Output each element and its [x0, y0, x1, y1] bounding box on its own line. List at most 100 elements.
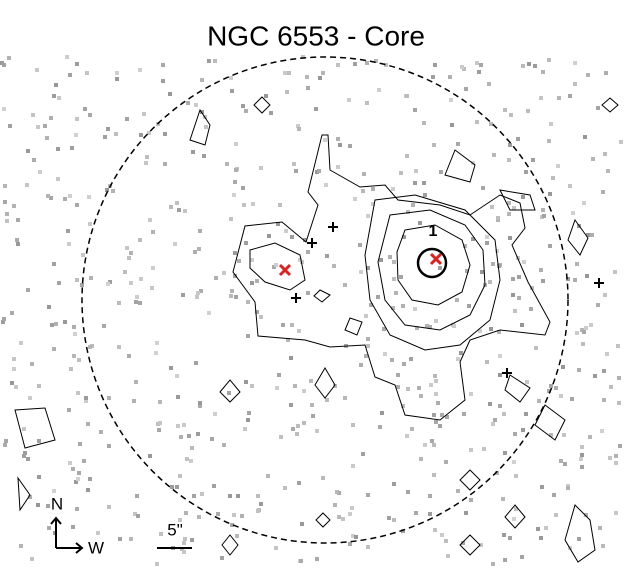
noise-pixel [70, 146, 74, 150]
noise-pixel [591, 157, 595, 161]
noise-pixel [422, 181, 426, 185]
noise-pixel [86, 488, 90, 492]
noise-pixel [351, 423, 355, 427]
noise-pixel [256, 494, 260, 498]
noise-pixel [402, 362, 406, 366]
noise-pixel [609, 385, 613, 389]
noise-pixel [498, 404, 502, 408]
noise-pixel [333, 384, 337, 388]
noise-pixel [537, 399, 541, 403]
noise-pixel [613, 270, 617, 274]
noise-pixel [479, 543, 483, 547]
noise-pixel [52, 489, 56, 493]
noise-pixel [337, 515, 341, 519]
noise-pixel [371, 202, 375, 206]
noise-pixel [297, 481, 301, 485]
source-circle [416, 247, 448, 279]
noise-pixel [63, 197, 67, 201]
noise-pixel [200, 78, 204, 82]
noise-pixel [436, 401, 440, 405]
noise-pixel [77, 358, 81, 362]
noise-pixel [361, 452, 365, 456]
noise-pixel [199, 289, 203, 293]
noise-pixel [541, 208, 545, 212]
noise-pixel [163, 132, 167, 136]
noise-pixel [198, 401, 202, 405]
noise-pixel [37, 384, 41, 388]
noise-pixel [106, 127, 110, 131]
noise-pixel [536, 527, 540, 531]
noise-pixel [267, 234, 271, 238]
noise-pixel [479, 63, 483, 67]
noise-pixel [7, 56, 11, 60]
noise-pixel [255, 279, 259, 283]
noise-pixel [212, 484, 216, 488]
noise-pixel [85, 71, 89, 75]
noise-pixel [129, 281, 133, 285]
noise-pixel [294, 169, 298, 173]
noise-pixel [492, 153, 496, 157]
noise-pixel [488, 402, 492, 406]
noise-pixel [614, 461, 618, 465]
noise-pixel [127, 256, 131, 260]
noise-pixel [481, 186, 485, 190]
noise-pixel [19, 341, 23, 345]
noise-pixel [434, 392, 438, 396]
noise-pixel [548, 244, 552, 248]
noise-pixel [566, 277, 570, 281]
noise-pixel [588, 435, 592, 439]
noise-pixel [220, 556, 224, 560]
noise-pixel [150, 286, 154, 290]
noise-pixel [602, 369, 606, 373]
noise-pixel [129, 251, 133, 255]
noise-pixel [216, 512, 220, 516]
noise-pixel [485, 241, 489, 245]
noise-pixel [299, 559, 303, 563]
star-markers [291, 222, 604, 378]
contour [377, 209, 486, 331]
noise-pixel [388, 255, 392, 259]
noise-pixel [184, 511, 188, 515]
noise-pixel [419, 457, 423, 461]
contour [396, 224, 471, 306]
noise-pixel [5, 219, 9, 223]
noise-pixel [10, 381, 14, 385]
noise-pixel [3, 184, 7, 188]
noise-pixel [289, 356, 293, 360]
noise-pixel [15, 238, 19, 242]
noise-pixel [117, 301, 121, 305]
noise-pixel [82, 459, 86, 463]
noise-pixel [502, 533, 506, 537]
noise-pixel [45, 136, 49, 140]
noise-pixel [222, 443, 226, 447]
noise-pixel [111, 189, 115, 193]
noise-pixel [380, 411, 384, 415]
noise-pixel [1, 320, 5, 324]
noise-pixel [406, 210, 410, 214]
noise-pixel [32, 158, 36, 162]
noise-pixel [530, 286, 534, 290]
noise-pixel [222, 271, 226, 275]
noise-pixel [542, 214, 546, 218]
noise-pixel [134, 380, 138, 384]
noise-pixel [575, 262, 579, 266]
noise-pixel [250, 384, 254, 388]
noise-pixel [338, 143, 342, 147]
noise-pixel [99, 430, 103, 434]
noise-pixel [527, 62, 531, 66]
noise-pixel [359, 270, 363, 274]
noise-pixel [402, 235, 406, 239]
noise-pixel [365, 61, 369, 65]
noise-pixel [157, 428, 161, 432]
noise-pixel [507, 201, 511, 205]
noise-pixel [456, 142, 460, 146]
noise-pixel [136, 514, 140, 518]
noise-pixels [0, 55, 623, 566]
noise-pixel [489, 327, 493, 331]
noise-pixel [366, 266, 370, 270]
noise-pixel [106, 282, 110, 286]
noise-pixel [438, 266, 442, 270]
noise-pixel [351, 464, 355, 468]
noise-pixel [391, 187, 395, 191]
noise-pixel [186, 101, 190, 105]
